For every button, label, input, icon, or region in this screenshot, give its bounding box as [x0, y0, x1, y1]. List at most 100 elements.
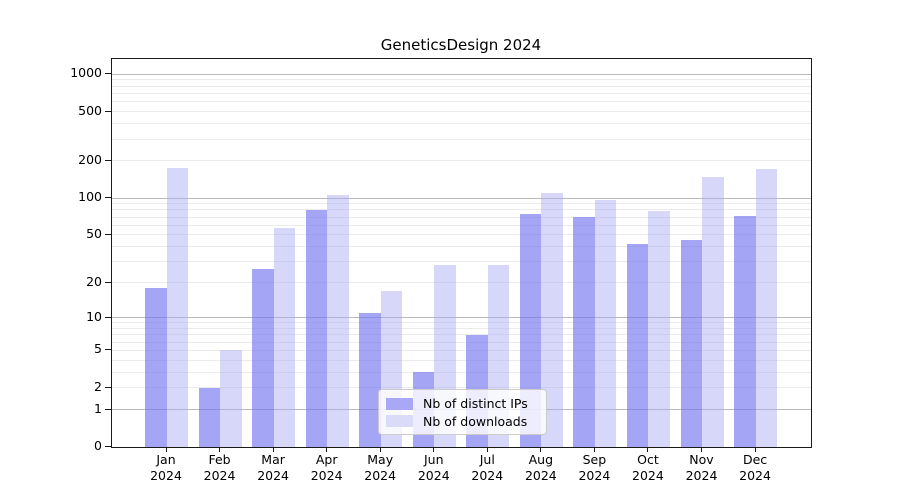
- y-tick-mark: [105, 349, 111, 351]
- bar-downloads: [273, 227, 296, 447]
- x-tick-mark: [219, 447, 221, 452]
- bar-downloads: [648, 211, 670, 447]
- minor-gridline: [112, 101, 811, 103]
- x-tick-mark: [486, 447, 488, 452]
- x-tick-mark: [754, 447, 756, 452]
- y-tick-label: 5: [94, 341, 102, 357]
- minor-gridline: [112, 216, 811, 218]
- minor-gridline: [112, 234, 811, 236]
- bar-distinct-ips: [573, 217, 595, 447]
- x-tick-month: Aug: [528, 452, 554, 467]
- x-tick-month: May: [367, 452, 394, 467]
- bar-downloads: [327, 195, 349, 447]
- bar-downloads: [755, 168, 778, 447]
- minor-gridline: [112, 138, 811, 140]
- x-tick-year: 2024: [578, 467, 611, 483]
- x-tick-label: Sep 2024: [566, 452, 622, 483]
- y-tick-mark: [105, 408, 111, 410]
- bar-downloads: [594, 199, 617, 447]
- x-tick-year: 2024: [524, 467, 557, 483]
- bar-distinct-ips: [519, 214, 542, 447]
- major-gridline: [112, 73, 811, 75]
- x-tick-mark: [701, 447, 702, 452]
- bar-downloads: [541, 192, 563, 447]
- x-tick-month: Jun: [423, 452, 444, 467]
- minor-gridline: [112, 92, 811, 94]
- x-tick-label: Dec 2024: [727, 452, 783, 483]
- minor-gridline: [112, 327, 811, 329]
- x-tick-month: Jul: [479, 452, 495, 467]
- bar-distinct-ips: [198, 387, 221, 447]
- bar-distinct-ips: [145, 288, 167, 447]
- minor-gridline: [112, 334, 811, 336]
- x-tick-month: Mar: [261, 452, 285, 467]
- x-tick-label: Aug 2024: [513, 452, 569, 483]
- minor-gridline: [112, 387, 811, 389]
- bar-distinct-ips: [359, 312, 381, 447]
- minor-gridline: [112, 349, 811, 351]
- legend-swatch-downloads: [386, 415, 413, 428]
- y-tick-mark: [105, 159, 111, 161]
- x-tick-year: 2024: [685, 467, 718, 483]
- y-tick-mark: [105, 73, 111, 75]
- minor-gridline: [112, 209, 811, 211]
- legend-item-distinct-ips: Nb of distinct IPs: [386, 395, 538, 413]
- x-tick-mark: [647, 447, 649, 452]
- x-tick-year: 2024: [632, 467, 664, 483]
- x-tick-year: 2024: [739, 467, 771, 483]
- x-tick-month: Jan: [156, 452, 176, 467]
- x-tick-mark: [593, 447, 595, 452]
- x-tick-label: Jul 2024: [459, 452, 515, 483]
- x-tick-label: Nov 2024: [674, 452, 730, 483]
- x-tick-month: Nov: [689, 452, 714, 467]
- x-tick-mark: [165, 447, 167, 452]
- bar-downloads: [220, 350, 242, 447]
- x-tick-month: Feb: [208, 452, 231, 467]
- x-tick-mark: [433, 447, 435, 452]
- x-tick-label: Jan 2024: [138, 452, 194, 483]
- minor-gridline: [112, 246, 811, 248]
- x-tick-label: Apr 2024: [299, 452, 355, 483]
- x-tick-month: Apr: [315, 452, 338, 467]
- legend-swatch-distinct-ips: [386, 397, 413, 410]
- x-tick-year: 2024: [417, 467, 450, 483]
- y-tick-label: 100: [78, 189, 102, 204]
- x-tick-label: May 2024: [352, 452, 408, 483]
- minor-gridline: [112, 261, 811, 263]
- x-tick-month: Sep: [582, 452, 607, 467]
- bar-distinct-ips: [680, 240, 702, 447]
- y-tick-label: 0: [94, 438, 102, 453]
- x-tick-mark: [272, 447, 274, 452]
- x-tick-mark: [379, 447, 381, 452]
- x-tick-year: 2024: [203, 467, 236, 483]
- x-tick-year: 2024: [364, 467, 397, 483]
- x-tick-year: 2024: [150, 467, 182, 483]
- bar-distinct-ips: [305, 209, 328, 447]
- minor-gridline: [112, 341, 811, 343]
- y-tick-mark: [105, 197, 111, 198]
- major-gridline: [112, 317, 811, 319]
- y-tick-mark: [105, 110, 111, 112]
- x-tick-label: Feb 2024: [192, 452, 248, 483]
- bar-distinct-ips: [626, 244, 649, 447]
- x-tick-label: Oct 2024: [620, 452, 676, 483]
- y-tick-label: 1: [94, 400, 102, 416]
- major-gridline: [112, 197, 811, 199]
- x-tick-mark: [540, 447, 542, 452]
- y-tick-label: 200: [78, 151, 102, 167]
- x-tick-year: 2024: [310, 467, 343, 483]
- y-tick-label: 20: [86, 273, 102, 289]
- y-tick-mark: [105, 233, 111, 235]
- x-tick-year: 2024: [257, 467, 289, 483]
- y-tick-mark: [105, 446, 111, 447]
- y-tick-label: 500: [78, 102, 102, 118]
- bar-distinct-ips: [252, 269, 274, 447]
- y-tick-mark: [105, 316, 111, 318]
- minor-gridline: [112, 371, 811, 373]
- x-tick-label: Jun 2024: [406, 452, 462, 483]
- minor-gridline: [112, 224, 811, 226]
- y-tick-label: 1000: [70, 65, 102, 81]
- y-tick-label: 50: [86, 225, 102, 241]
- chart-title: GeneticsDesign 2024: [380, 36, 542, 54]
